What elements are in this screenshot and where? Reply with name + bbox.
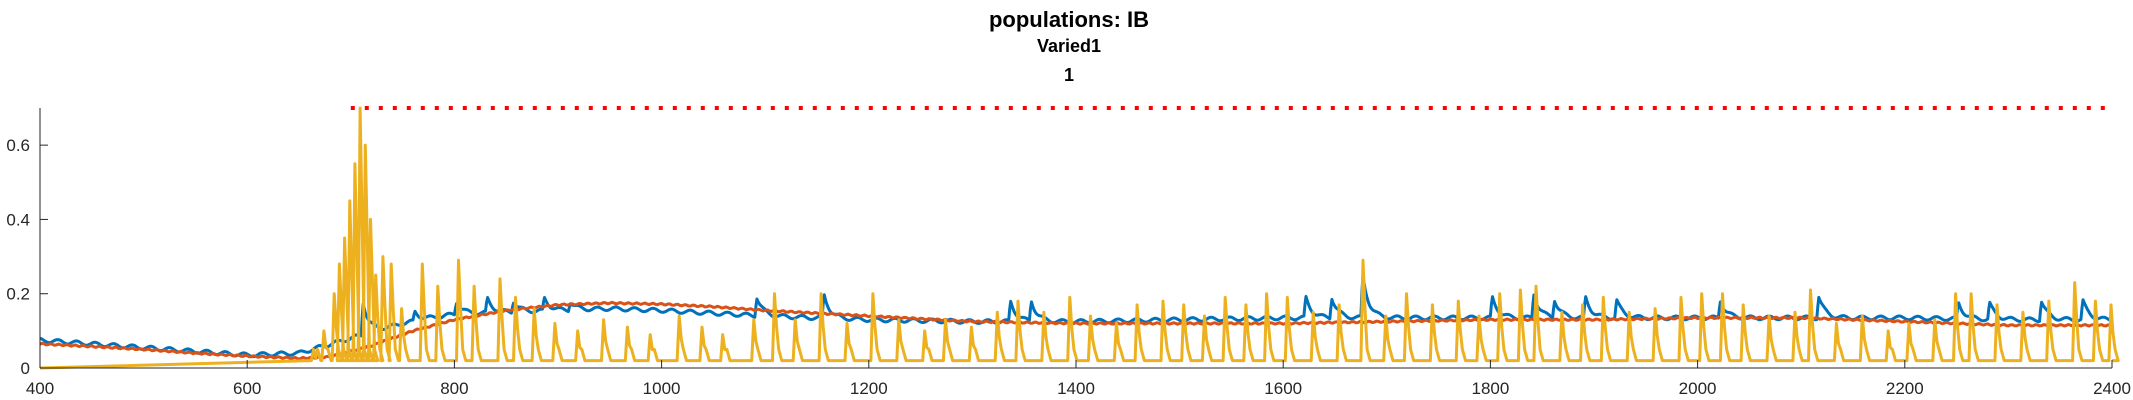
x-tick-label: 600 <box>233 379 261 398</box>
x-tick-label: 1000 <box>643 379 681 398</box>
y-tick-label: 0.6 <box>6 136 30 155</box>
y-tick-label: 0.4 <box>6 210 30 229</box>
x-tick-label: 1400 <box>1057 379 1095 398</box>
axes: 400 600 800 1000 1200 1400 1600 1800 2000 2200 240… <box>6 108 2131 398</box>
x-tick-label: 400 <box>26 379 54 398</box>
x-tick-label: 2000 <box>1679 379 1717 398</box>
y-tick-label: 0 <box>21 359 30 378</box>
series-orange-line <box>39 300 2113 361</box>
x-tick-label: 2400 <box>2093 379 2131 398</box>
y-tick-label: 0.2 <box>6 285 30 304</box>
plot-area <box>39 106 2120 370</box>
series-yellow-line <box>39 106 2120 370</box>
x-tick-label: 1800 <box>1471 379 1509 398</box>
x-tick-label: 800 <box>440 379 468 398</box>
chart-subtitle-2: 1 <box>1064 65 1074 85</box>
x-tick-label: 1600 <box>1264 379 1302 398</box>
x-tick-label: 2200 <box>1886 379 1924 398</box>
chart-title: populations: IB <box>989 7 1149 32</box>
chart-subtitle: Varied1 <box>1037 36 1101 56</box>
x-tick-label: 1200 <box>850 379 888 398</box>
